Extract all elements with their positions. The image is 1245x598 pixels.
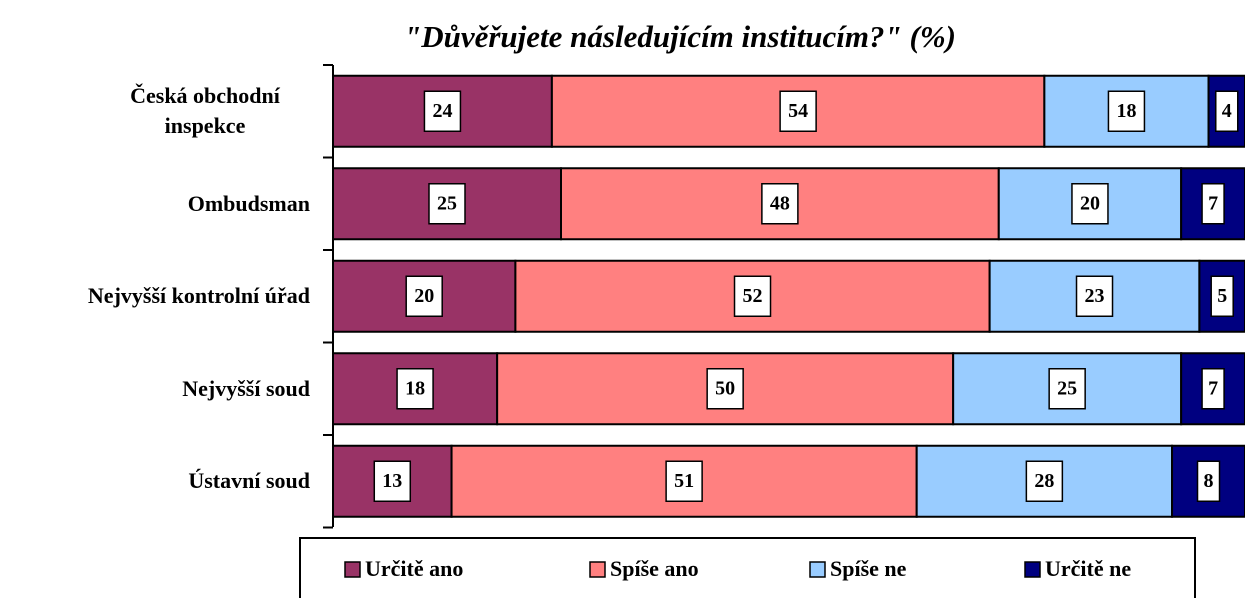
value-label: 51	[674, 470, 694, 492]
value-label: 8	[1204, 470, 1214, 492]
value-label-box	[1048, 368, 1086, 410]
value-label: 4	[1222, 100, 1232, 122]
value-label: 25	[1057, 377, 1077, 399]
y-tick-label: Nejvyšší kontrolní úřad	[87, 283, 310, 309]
legend-label: Spíše ne	[830, 556, 907, 581]
value-label-box	[423, 90, 462, 132]
legend	[299, 537, 1196, 598]
y-tick-label: Ústavní soud	[188, 468, 310, 494]
value-label-box	[706, 368, 744, 410]
value-label: 13	[382, 470, 402, 492]
y-tick-label: Česká obchodní inspekce	[130, 83, 280, 139]
value-label: 20	[1080, 192, 1100, 214]
value-label: 54	[788, 100, 808, 122]
legend-swatch	[344, 561, 361, 578]
value-label-box	[373, 460, 412, 502]
value-label-box	[1201, 368, 1225, 410]
value-label-box	[405, 275, 443, 317]
chart-title: "Důvěřujete následujícím institucím?" (%…	[404, 19, 956, 54]
bar-segment	[1207, 74, 1245, 148]
value-label-box	[1075, 275, 1114, 317]
legend-swatch	[809, 561, 826, 578]
value-label: 18	[1116, 100, 1136, 122]
value-label-box	[665, 460, 703, 502]
value-label: 5	[1217, 285, 1227, 307]
y-tick-label: Ombudsman	[187, 190, 310, 216]
value-label-box	[1025, 460, 1064, 502]
value-label: 7	[1208, 377, 1218, 399]
value-label-box	[1196, 460, 1221, 502]
legend-swatch	[1024, 561, 1041, 578]
value-label: 7	[1208, 192, 1218, 214]
legend-label: Určitě ne	[1045, 556, 1131, 581]
value-label: 24	[432, 100, 452, 122]
value-label-box	[779, 90, 817, 132]
value-label: 25	[437, 192, 457, 214]
value-label-box	[733, 275, 772, 317]
value-label: 52	[743, 285, 763, 307]
y-tick-label: Nejvyšší soud	[182, 375, 310, 401]
value-label: 18	[405, 377, 425, 399]
value-label-box	[761, 183, 799, 225]
value-label: 28	[1034, 470, 1054, 492]
value-label-box	[428, 183, 466, 225]
value-label: 20	[414, 285, 434, 307]
legend-swatch	[589, 561, 606, 578]
value-label-box	[1107, 90, 1146, 132]
value-label-box	[1071, 183, 1109, 225]
legend-label: Určitě ano	[365, 556, 463, 581]
legend-label: Spíše ano	[610, 556, 699, 581]
value-label-box	[396, 368, 434, 410]
value-label: 48	[770, 192, 790, 214]
value-label: 50	[715, 377, 735, 399]
value-label-box	[1201, 183, 1225, 225]
value-label-box	[1210, 275, 1234, 317]
value-label-box	[1215, 90, 1239, 132]
value-label: 23	[1085, 285, 1105, 307]
